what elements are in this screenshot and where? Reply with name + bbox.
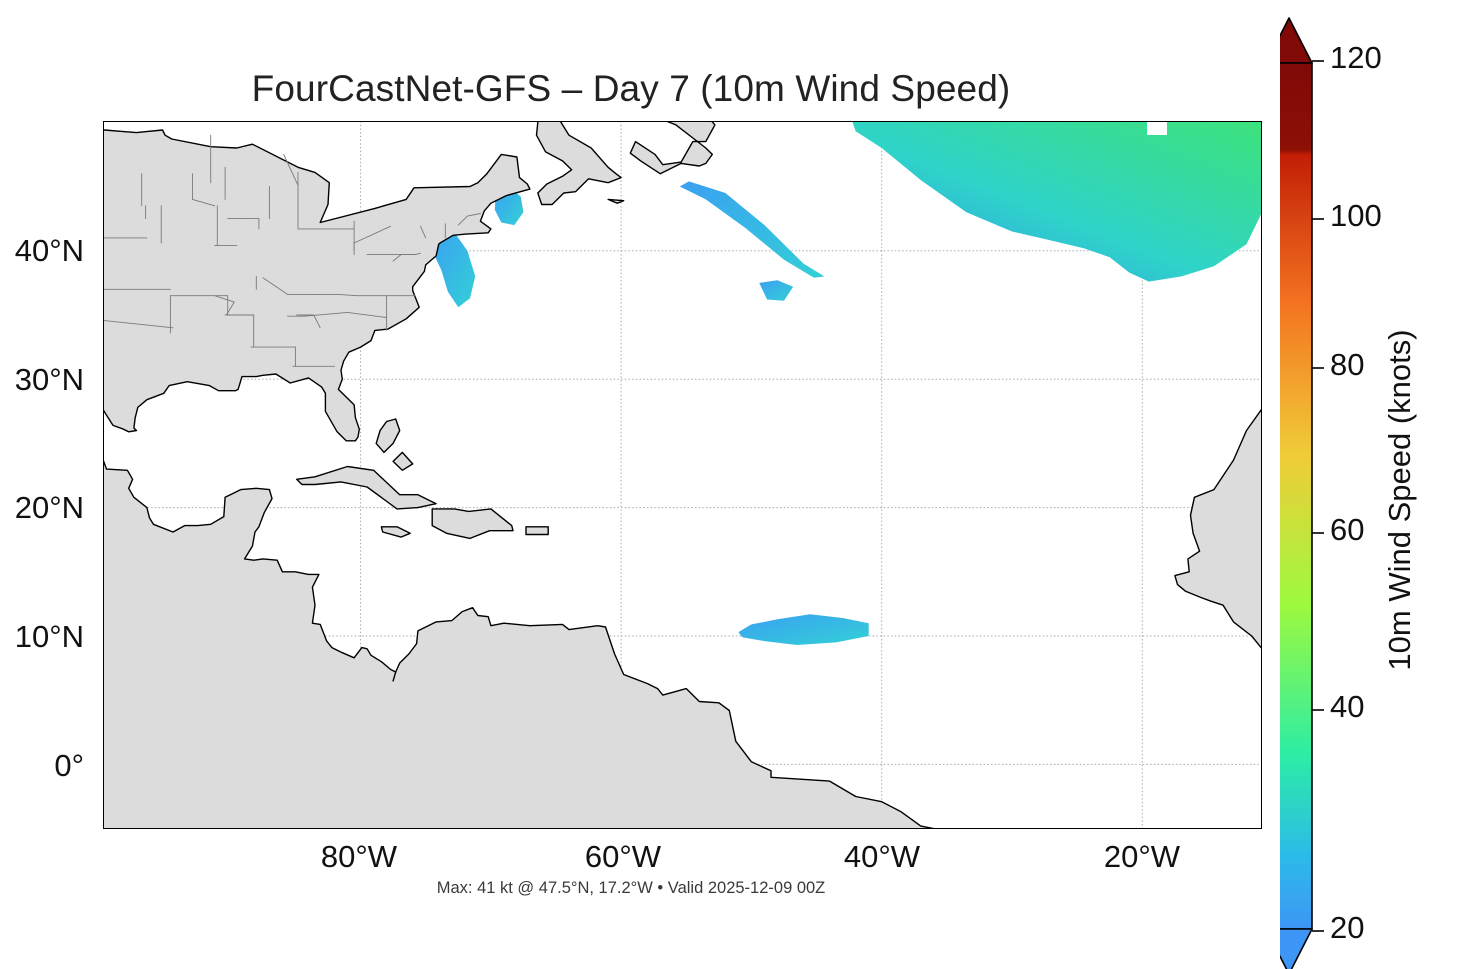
svg-text:20°N: 20°N (15, 490, 84, 525)
svg-text:60°W: 60°W (585, 839, 662, 874)
svg-text:40°N: 40°N (15, 233, 84, 268)
svg-text:40: 40 (1330, 689, 1364, 724)
svg-text:30°N: 30°N (15, 362, 84, 397)
svg-text:40°W: 40°W (844, 839, 921, 874)
svg-text:0°: 0° (54, 748, 84, 783)
svg-text:80: 80 (1330, 347, 1364, 382)
svg-text:60: 60 (1330, 512, 1364, 547)
svg-text:20°W: 20°W (1104, 839, 1181, 874)
svg-text:20: 20 (1330, 910, 1364, 945)
svg-text:10°N: 10°N (15, 619, 84, 654)
svg-text:100: 100 (1330, 198, 1382, 233)
svg-text:120: 120 (1330, 40, 1382, 75)
svg-text:10m Wind Speed (knots): 10m Wind Speed (knots) (1382, 329, 1417, 670)
svg-text:80°W: 80°W (321, 839, 398, 874)
